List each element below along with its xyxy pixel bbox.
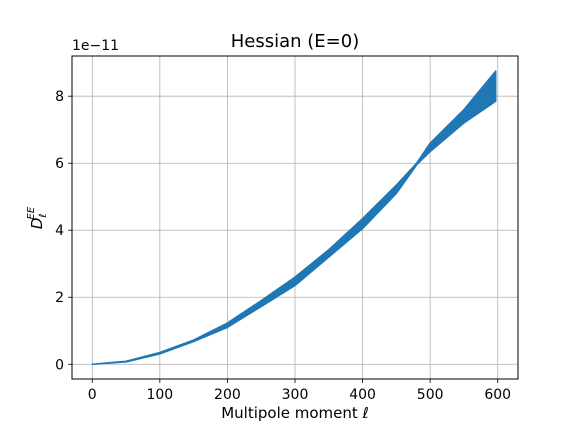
y-offset-label: 1e−11: [72, 38, 119, 54]
y-tick-label: 4: [55, 223, 64, 239]
y-tick-label: 8: [55, 89, 64, 105]
x-tick-label: 400: [349, 387, 376, 403]
y-axis-label-base: D: [28, 218, 46, 230]
series-band: [91, 70, 497, 366]
x-tick-label: 100: [146, 387, 173, 403]
x-axis-label: Multipole moment ℓ: [221, 404, 369, 422]
y-tick-label: 0: [55, 357, 64, 373]
x-tick-label: 600: [484, 387, 511, 403]
x-axis-ticks: 0 100 200 300 400 500 600: [88, 379, 511, 403]
x-tick-label: 300: [282, 387, 309, 403]
y-axis-label-sub: ℓ: [38, 213, 49, 217]
y-axis-ticks: 0 2 4 6 8: [55, 89, 72, 373]
plot-area: [91, 70, 497, 366]
y-axis-label: DℓEE: [26, 206, 49, 229]
chart-title: Hessian (E=0): [231, 31, 359, 52]
y-tick-label: 2: [55, 290, 64, 306]
y-tick-label: 6: [55, 156, 64, 172]
x-tick-label: 0: [88, 387, 97, 403]
y-axis-label-sup: EE: [26, 206, 37, 219]
x-tick-label: 200: [214, 387, 241, 403]
x-tick-label: 500: [417, 387, 444, 403]
